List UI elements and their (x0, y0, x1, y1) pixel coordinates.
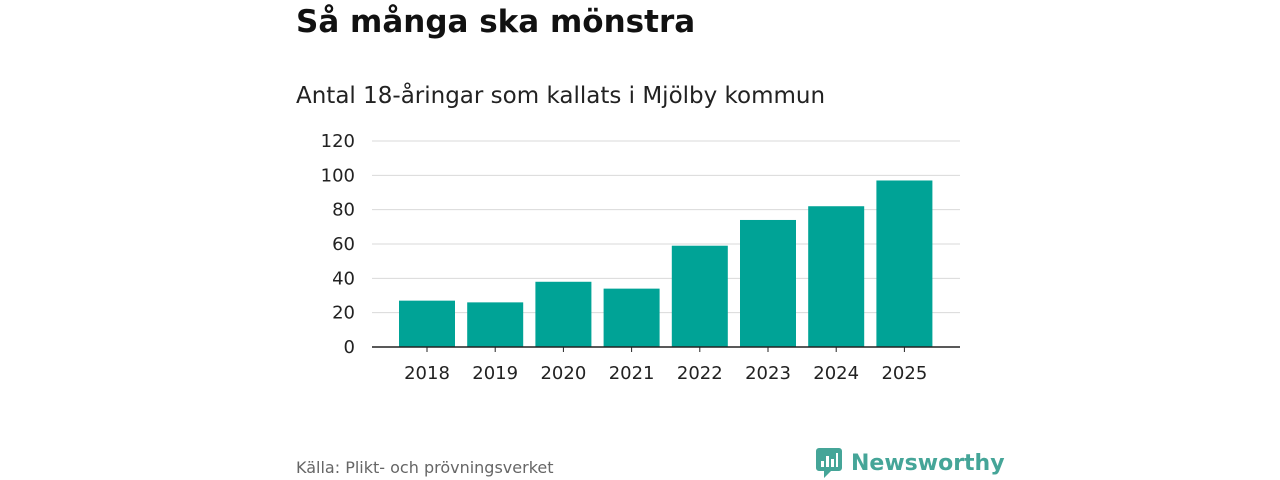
x-tick-label: 2025 (881, 363, 927, 384)
y-tick-label: 100 (321, 165, 355, 186)
y-tick-label: 120 (321, 131, 355, 152)
y-tick-label: 20 (332, 303, 355, 324)
brand-name: Newsworthy (851, 450, 1005, 476)
x-tick-label: 2019 (472, 363, 518, 384)
bar (535, 281, 592, 347)
y-tick-label: 60 (332, 234, 355, 255)
x-tick-label: 2024 (813, 363, 859, 384)
bar (467, 302, 524, 347)
x-tick-label: 2018 (404, 363, 450, 384)
y-tick-label: 0 (344, 337, 355, 358)
x-tick-label: 2020 (540, 363, 586, 384)
newsworthy-logo-icon (816, 448, 842, 478)
bar (876, 180, 933, 347)
x-tick-label: 2023 (745, 363, 791, 384)
bar (603, 288, 660, 347)
chart-subtitle: Antal 18-åringar som kallats i Mjölby ko… (296, 83, 826, 109)
x-tick-label: 2021 (609, 363, 655, 384)
bar (808, 206, 865, 347)
bar (399, 300, 455, 347)
y-tick-label: 40 (332, 268, 355, 289)
bar (740, 219, 796, 347)
x-tick-label: 2022 (677, 363, 723, 384)
newsworthy-brand: Newsworthy (816, 448, 1005, 478)
source-note: Källa: Plikt- och prövningsverket (296, 458, 554, 477)
chart-title: Så många ska mönstra (296, 4, 696, 40)
y-tick-label: 80 (332, 200, 355, 221)
bar (671, 245, 728, 347)
